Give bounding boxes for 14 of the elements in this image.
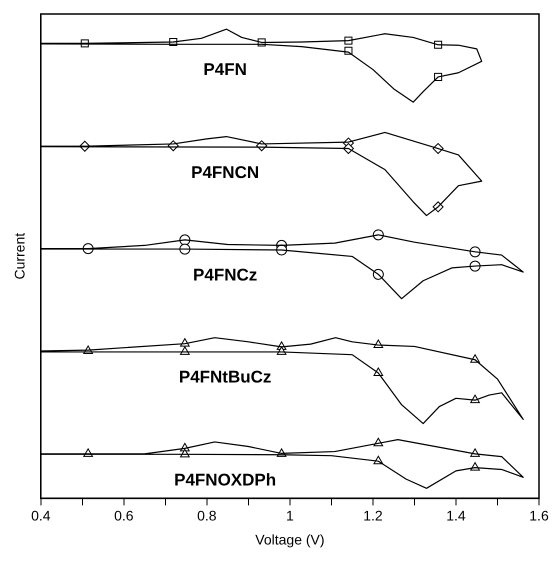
series-label: P4FNOXDPh (174, 470, 276, 490)
x-tick-label: 0.8 (197, 508, 217, 524)
y-axis-title: Current (11, 232, 28, 280)
x-tick-label: 1 (286, 508, 294, 524)
x-tick-label: 0.6 (114, 508, 134, 524)
x-axis-title: Voltage (V) (255, 531, 325, 548)
series-label: P4FNCN (191, 162, 260, 182)
x-tick-label: 0.4 (31, 508, 51, 524)
series-label: P4FNCz (193, 265, 258, 284)
x-tick-label: 1.2 (363, 508, 383, 524)
x-tick-label: 1.4 (446, 508, 466, 524)
x-tick-label: 1.6 (529, 508, 549, 524)
series-label: P4FN (203, 60, 247, 80)
series-label: P4FNtBuCz (178, 368, 272, 387)
